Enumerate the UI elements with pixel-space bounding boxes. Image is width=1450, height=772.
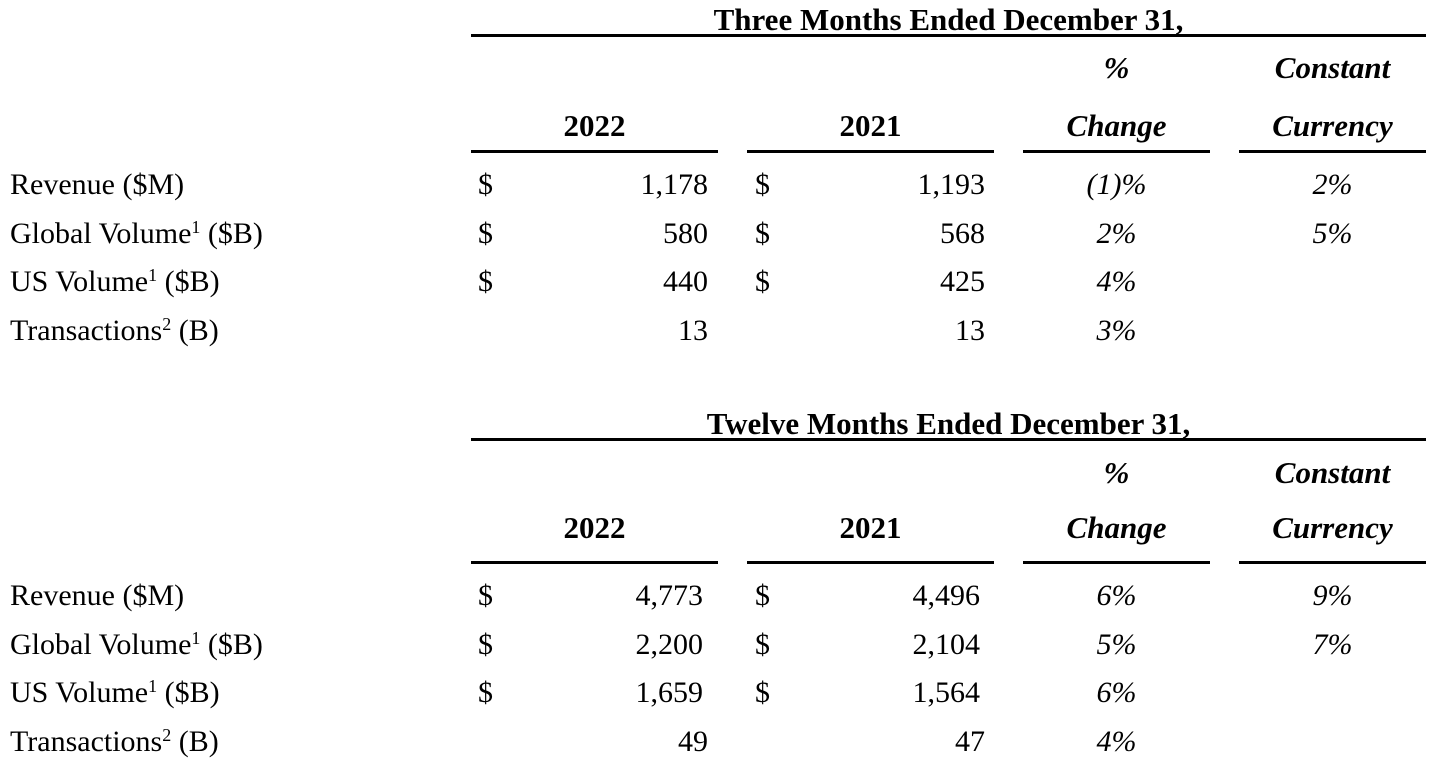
value-2021: 4,496 [912, 579, 981, 612]
currency-symbol: $ [478, 265, 493, 298]
row-label: US Volume1 ($B) [10, 676, 220, 709]
column-rule [747, 150, 994, 153]
value-2021: 2,104 [912, 628, 981, 661]
column-header-2022: 2022 [563, 510, 626, 545]
row-label: Transactions2 (B) [10, 314, 219, 347]
column-header-pct: % [1103, 455, 1130, 490]
column-rule [471, 561, 718, 564]
column-header-2021: 2021 [839, 108, 902, 143]
column-rule [1239, 561, 1426, 564]
currency-symbol: $ [755, 168, 770, 201]
percent-change: 3% [1096, 314, 1137, 347]
percent-change: 5% [1096, 628, 1137, 661]
title-rule [471, 34, 1426, 37]
currency-symbol: $ [478, 628, 493, 661]
currency-symbol: $ [755, 217, 770, 250]
column-header-change: Change [1066, 108, 1167, 143]
section-title: Three Months Ended December 31, [713, 2, 1184, 37]
currency-symbol: $ [755, 579, 770, 612]
column-header-change: Change [1066, 510, 1167, 545]
currency-symbol: $ [755, 265, 770, 298]
constant-currency-change: 2% [1312, 168, 1353, 201]
constant-currency-change: 5% [1312, 217, 1353, 250]
percent-change: (1)% [1086, 168, 1147, 201]
column-header-currency: Currency [1272, 108, 1393, 143]
currency-symbol: $ [478, 168, 493, 201]
percent-change: 6% [1096, 579, 1137, 612]
column-header-2022: 2022 [563, 108, 626, 143]
percent-change: 2% [1096, 217, 1137, 250]
currency-symbol: $ [478, 579, 493, 612]
column-rule [471, 150, 718, 153]
value-2021: 1,193 [917, 168, 986, 201]
value-2021: 568 [940, 217, 985, 250]
value-2022: 440 [663, 265, 708, 298]
constant-currency-change: 7% [1312, 628, 1353, 661]
value-2022: 2,200 [635, 628, 704, 661]
value-2021: 1,564 [912, 676, 981, 709]
row-label: Revenue ($M) [10, 579, 185, 612]
row-label: Transactions2 (B) [10, 725, 219, 758]
column-header-2021: 2021 [839, 510, 902, 545]
value-2022: 1,659 [635, 676, 704, 709]
value-2021: 47 [955, 725, 985, 758]
value-2021: 13 [955, 314, 985, 347]
row-label: Global Volume1 ($B) [10, 217, 263, 250]
value-2022: 4,773 [635, 579, 704, 612]
percent-change: 6% [1096, 676, 1137, 709]
column-header-constant: Constant [1274, 455, 1391, 490]
row-label: US Volume1 ($B) [10, 265, 220, 298]
constant-currency-change: 9% [1312, 579, 1353, 612]
currency-symbol: $ [478, 217, 493, 250]
value-2021: 425 [940, 265, 985, 298]
currency-symbol: $ [478, 676, 493, 709]
value-2022: 1,178 [640, 168, 709, 201]
currency-symbol: $ [755, 628, 770, 661]
percent-change: 4% [1096, 265, 1137, 298]
section-title: Twelve Months Ended December 31, [706, 406, 1191, 441]
column-header-currency: Currency [1272, 510, 1393, 545]
column-rule [747, 561, 994, 564]
column-rule [1023, 561, 1210, 564]
title-rule [471, 438, 1426, 441]
percent-change: 4% [1096, 725, 1137, 758]
value-2022: 13 [678, 314, 708, 347]
value-2022: 580 [663, 217, 708, 250]
value-2022: 49 [678, 725, 708, 758]
row-label: Revenue ($M) [10, 168, 185, 201]
row-label: Global Volume1 ($B) [10, 628, 263, 661]
currency-symbol: $ [755, 676, 770, 709]
column-header-constant: Constant [1274, 50, 1391, 85]
column-rule [1023, 150, 1210, 153]
column-rule [1239, 150, 1426, 153]
column-header-pct: % [1103, 50, 1130, 85]
